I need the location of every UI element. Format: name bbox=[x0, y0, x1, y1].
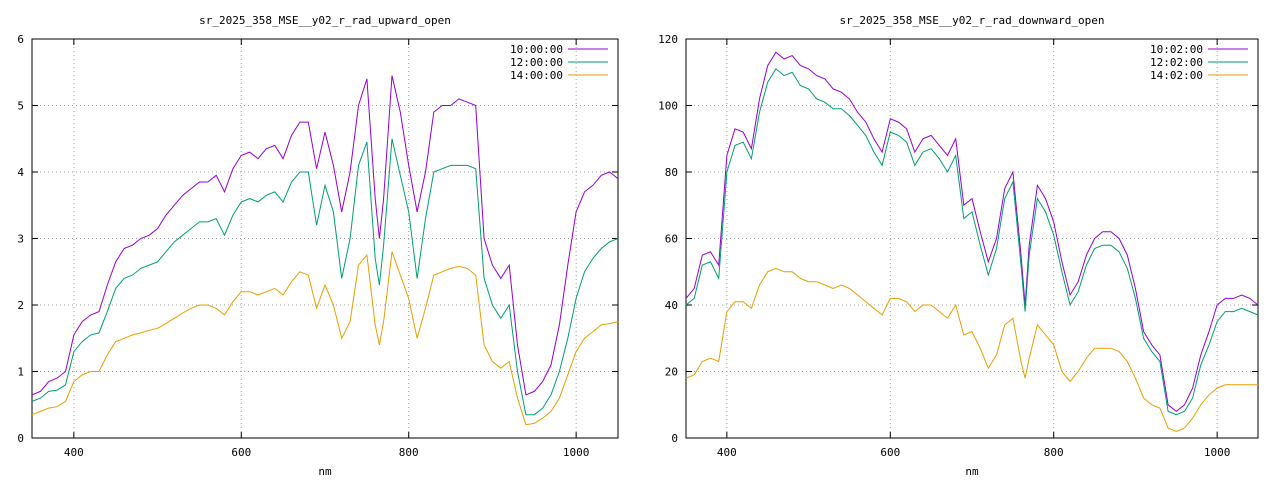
y-tick-label: 120 bbox=[658, 33, 678, 46]
legend-label: 12:02:00 bbox=[1150, 56, 1203, 69]
y-tick-label: 1 bbox=[17, 366, 24, 379]
y-tick-label: 60 bbox=[665, 233, 678, 246]
x-tick-label: 400 bbox=[64, 446, 84, 459]
x-tick-label: 800 bbox=[1044, 446, 1064, 459]
series-line-120200 bbox=[685, 68, 1259, 416]
y-tick-label: 80 bbox=[665, 166, 678, 179]
y-tick-label: 0 bbox=[17, 432, 24, 445]
x-tick-label: 1000 bbox=[563, 446, 590, 459]
y-tick-label: 3 bbox=[17, 233, 24, 246]
series-line-140000 bbox=[31, 251, 619, 426]
series-line-100200 bbox=[685, 51, 1259, 413]
plot-frame bbox=[31, 38, 619, 439]
y-tick-label: 6 bbox=[17, 33, 24, 46]
y-tick-label: 40 bbox=[665, 299, 678, 312]
legend-label: 10:02:00 bbox=[1150, 43, 1203, 56]
x-axis-label: nm bbox=[318, 465, 332, 478]
x-tick-label: 600 bbox=[880, 446, 900, 459]
x-axis-label: nm bbox=[965, 465, 979, 478]
y-tick-label: 2 bbox=[17, 299, 24, 312]
legend-label: 14:00:00 bbox=[510, 69, 563, 82]
chart-title: sr_2025_358_MSE__y02_r_rad_downward_open bbox=[840, 14, 1105, 27]
y-tick-label: 20 bbox=[665, 366, 678, 379]
y-tick-label: 5 bbox=[17, 100, 24, 113]
plot-frame bbox=[685, 38, 1259, 439]
series-line-120000 bbox=[31, 138, 619, 416]
x-tick-label: 400 bbox=[717, 446, 737, 459]
chart-2: 400 600 800 1000 0 20 40 60 80 100 120 sr_2025_358_… bbox=[658, 14, 1259, 478]
y-tick-label: 0 bbox=[671, 432, 678, 445]
legend-label: 10:00:00 bbox=[510, 43, 563, 56]
chart-1: 400 600 800 1000 0 1 2 3 4 5 6 sr_2025_358_MSE__y02… bbox=[17, 14, 619, 478]
chart-title: sr_2025_358_MSE__y02_r_rad_upward_open bbox=[199, 14, 451, 27]
x-tick-label: 600 bbox=[231, 446, 251, 459]
x-tick-label: 1000 bbox=[1204, 446, 1231, 459]
y-tick-label: 4 bbox=[17, 166, 24, 179]
y-tick-label: 100 bbox=[658, 100, 678, 113]
x-tick-label: 800 bbox=[399, 446, 419, 459]
legend-label: 12:00:00 bbox=[510, 56, 563, 69]
series-line-100000 bbox=[31, 75, 619, 396]
series-line-140200 bbox=[685, 267, 1258, 432]
legend-label: 14:02:00 bbox=[1150, 69, 1203, 82]
